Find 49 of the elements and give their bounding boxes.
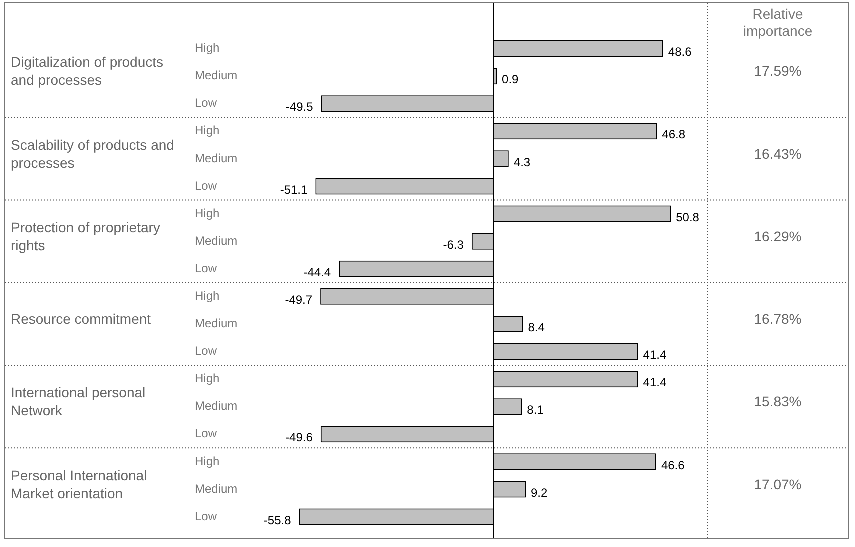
text: Protection of proprietary rights [11, 219, 160, 254]
text: 17.59% [754, 63, 802, 80]
text: 15.83% [754, 394, 802, 410]
data-label: -49.7 [285, 292, 313, 307]
y-tick-label: Low [195, 426, 218, 441]
text: Relative importance [743, 6, 813, 39]
text: Resource commitment [11, 311, 152, 328]
y-tick-label: Medium [195, 151, 238, 166]
y-tick-label: Low [195, 178, 218, 193]
text: Scalability of products and processes [11, 136, 174, 171]
y-tick-label: Medium [195, 234, 238, 248]
text: 16.43% [754, 146, 802, 162]
y-tick-label: Low [195, 261, 218, 276]
y-tick-label: High [195, 41, 220, 56]
data-label: 48.6 [668, 45, 692, 60]
data-label: 8.1 [527, 403, 544, 418]
y-tick-label: High [195, 206, 220, 220]
data-label: 4.3 [514, 155, 531, 170]
text: International personal Network [11, 384, 146, 419]
y-tick-label: High [195, 454, 220, 468]
y-tick-label: Low [195, 509, 218, 524]
y-tick-label: High [195, 124, 220, 138]
data-label: 41.4 [643, 348, 667, 362]
data-label: 0.9 [502, 72, 520, 87]
data-label: -51.1 [280, 182, 308, 197]
text: 16.29% [754, 228, 802, 244]
y-tick-label: High [195, 288, 220, 303]
data-label: -49.6 [286, 430, 314, 445]
data-label: -6.3 [443, 238, 464, 252]
y-tick-label: Medium [195, 399, 238, 414]
y-tick-label: High [195, 372, 220, 386]
data-label: 50.8 [676, 210, 700, 224]
y-tick-label: Low [195, 344, 218, 358]
data-label: 41.4 [643, 376, 667, 390]
y-tick-label: Medium [195, 68, 238, 83]
text: 16.78% [754, 311, 802, 328]
y-tick-label: Medium [195, 316, 238, 331]
text: 17.07% [754, 476, 802, 492]
text: Personal International Market orientation [11, 467, 148, 502]
data-label: 46.8 [662, 128, 686, 142]
data-label: 9.2 [531, 486, 548, 500]
text: Digitalization of products and processes [11, 54, 164, 88]
data-label: 8.4 [528, 320, 546, 335]
y-tick-label: Low [195, 96, 218, 110]
data-label: -44.4 [304, 265, 332, 280]
data-label: 46.6 [661, 458, 686, 472]
data-label: -55.8 [264, 513, 292, 528]
data-label: -49.5 [286, 100, 314, 114]
y-tick-label: Medium [195, 482, 238, 496]
